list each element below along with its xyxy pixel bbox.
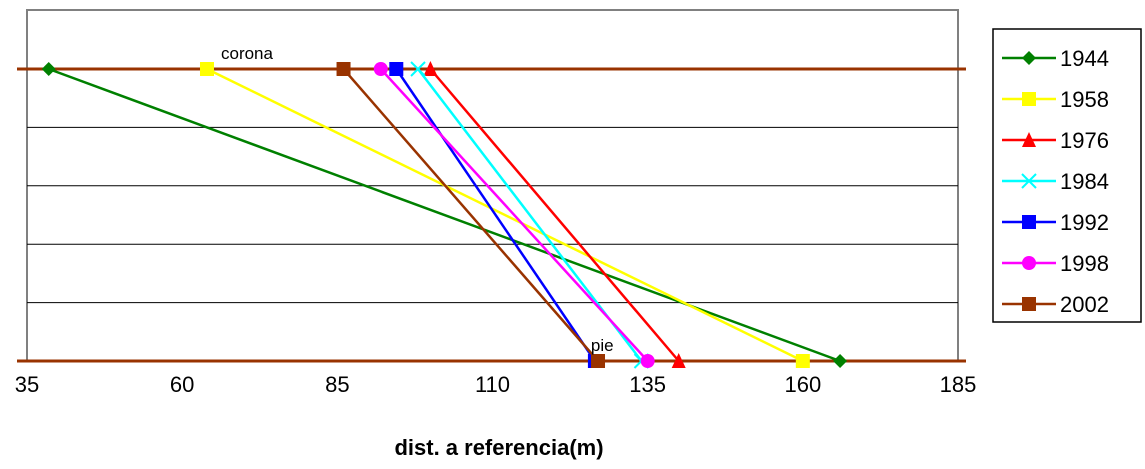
- legend-label: 1998: [1060, 251, 1109, 276]
- data-point-1998: [640, 354, 655, 368]
- series-1998: [373, 62, 655, 368]
- legend-marker-stroke: [1021, 173, 1037, 189]
- legend-item-1976: 1976: [1002, 128, 1109, 153]
- series-2002: [336, 62, 606, 368]
- legend-label: 2002: [1060, 292, 1109, 317]
- legend-marker: [1021, 173, 1037, 189]
- series-1958: [199, 62, 810, 368]
- data-point-1958: [199, 62, 214, 76]
- legend-label: 1984: [1060, 169, 1109, 194]
- data-point-1984-stroke: [410, 61, 426, 77]
- legend-label: 1992: [1060, 210, 1109, 235]
- data-point-1976: [423, 61, 438, 76]
- series-line-2002: [342, 68, 599, 362]
- data-point-1998: [373, 62, 388, 76]
- legend-marker: [1022, 51, 1036, 65]
- series-group: [41, 61, 848, 369]
- x-tick-label: 85: [325, 372, 349, 397]
- series-line-1992: [395, 68, 596, 362]
- legend-box: [992, 28, 1142, 323]
- series-line-1958: [206, 67, 804, 363]
- data-point-1958: [795, 354, 810, 368]
- legend-marker: [1022, 297, 1036, 311]
- legend-marker: [1022, 256, 1036, 270]
- legend-item-1984: 1984: [1002, 169, 1109, 194]
- legend-marker: [1022, 92, 1036, 106]
- x-tick-label: 185: [940, 372, 977, 397]
- legend-item-1998: 1998: [1002, 251, 1109, 276]
- legend-marker: [1022, 215, 1036, 229]
- data-point-1976: [671, 353, 686, 368]
- data-point-1944: [833, 354, 848, 368]
- x-tick-label: 60: [170, 372, 194, 397]
- gridlines: [27, 126, 958, 304]
- legend-item-1958: 1958: [1002, 87, 1109, 112]
- legend-label: 1958: [1060, 87, 1109, 112]
- legend-label: 1976: [1060, 128, 1109, 153]
- series-line-1998: [379, 68, 649, 362]
- data-point-1984: [410, 61, 426, 77]
- legend-item-1944: 1944: [1002, 46, 1109, 71]
- data-point-2002: [336, 62, 351, 76]
- series-1976: [423, 61, 686, 368]
- annotation-pie: pie: [591, 336, 614, 355]
- x-tick-label: 110: [475, 372, 510, 397]
- legend-item-1992: 1992: [1002, 210, 1109, 235]
- legend-label: 1944: [1060, 46, 1109, 71]
- series-line-1944: [48, 67, 841, 363]
- x-tick-label: 160: [784, 372, 821, 397]
- series-line-1976: [429, 68, 680, 362]
- data-point-2002: [591, 354, 606, 368]
- x-axis-label: dist. a referencia(m): [394, 435, 603, 460]
- series-1944: [41, 62, 848, 368]
- legend-item-2002: 2002: [1002, 292, 1109, 317]
- data-point-1992: [389, 62, 404, 76]
- annotations: corona pie: [221, 44, 614, 355]
- annotation-corona: corona: [221, 44, 274, 63]
- x-tick-label: 35: [15, 372, 39, 397]
- legend-marker: [1022, 132, 1036, 147]
- x-tick-labels: 35 60 85 110 135 160 185: [15, 372, 977, 397]
- x-tick-label: 135: [629, 372, 666, 397]
- data-point-1944: [41, 62, 56, 76]
- legend: 1944 1958 1976 1984 1992 1998 2002: [992, 28, 1142, 323]
